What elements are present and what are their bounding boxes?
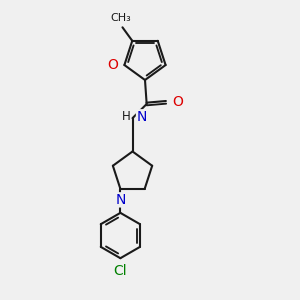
Text: CH₃: CH₃ (110, 13, 131, 23)
Text: H: H (122, 110, 130, 123)
Text: N: N (136, 110, 147, 124)
Text: O: O (173, 95, 184, 109)
Text: N: N (116, 193, 126, 207)
Text: O: O (107, 58, 118, 72)
Text: Cl: Cl (114, 264, 127, 278)
